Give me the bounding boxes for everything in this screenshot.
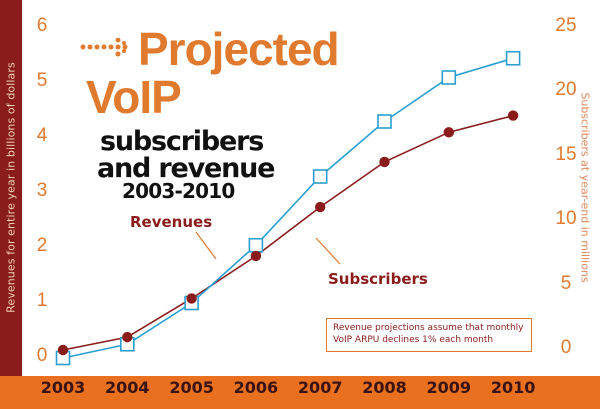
x-axis-band [0, 376, 600, 409]
subscribers-point-2008 [379, 156, 390, 168]
y-tick-left-0: 0 [36, 345, 48, 366]
x-tick-2008: 2008 [362, 378, 407, 397]
y-tick-left-2: 2 [36, 235, 48, 256]
x-tick-2005: 2005 [169, 378, 214, 397]
revenues-leader-line [195, 231, 217, 260]
subscribers-point-2010 [507, 110, 519, 121]
revenues-point-2007 [312, 169, 328, 184]
revenues-point-2010 [505, 50, 521, 66]
x-tick-2006: 2006 [233, 378, 279, 397]
chart-title-line2: VoIP [86, 71, 182, 123]
x-tick-2007: 2007 [297, 378, 343, 397]
revenues-point-2006 [248, 237, 264, 253]
x-tick-2010: 2010 [490, 378, 536, 397]
subscribers-point-2004 [122, 331, 133, 343]
subscribers-point-2006 [250, 250, 262, 262]
series-label-revenues: Revenues [130, 213, 213, 231]
chart-subtitle-line2: and revenue [97, 153, 275, 184]
left-axis-band [0, 0, 22, 376]
subscribers-point-2005 [186, 293, 197, 304]
annotation-note: Revenue projections assume that monthly … [326, 318, 532, 352]
y-tick-right-0: 0 [560, 337, 572, 358]
y-tick-left-3: 3 [36, 180, 48, 201]
y-tick-right-20: 20 [555, 79, 577, 101]
arrow-dots-icon [80, 38, 128, 57]
subscribers-point-2007 [315, 201, 326, 213]
y-tick-right-25: 25 [555, 15, 577, 36]
x-tick-2009: 2009 [426, 378, 472, 397]
revenues-point-2009 [441, 70, 457, 85]
chart-title-line1: Projected [138, 23, 340, 75]
y-tick-right-10: 10 [555, 208, 577, 230]
subscribers-point-2009 [443, 127, 454, 138]
subscribers-line [62, 114, 514, 351]
subscribers-point-2003 [57, 344, 69, 356]
chart-subtitle-years: 2003-2010 [122, 179, 235, 203]
revenues-line [62, 57, 514, 359]
x-tick-2004: 2004 [105, 378, 150, 397]
y-tick-left-6: 6 [36, 15, 48, 36]
series-label-subscribers: Subscribers [328, 270, 428, 288]
y-tick-right-15: 15 [555, 143, 577, 165]
subscribers-leader-line [315, 237, 341, 265]
y-tick-right-5: 5 [560, 272, 572, 294]
y-tick-left-1: 1 [36, 290, 48, 311]
x-tick-2003: 2003 [40, 378, 86, 397]
y-tick-left-4: 4 [36, 125, 48, 146]
revenues-point-2008 [377, 114, 392, 129]
y-tick-left-5: 5 [36, 70, 48, 91]
chart-subtitle-line1: subscribers [100, 126, 264, 157]
